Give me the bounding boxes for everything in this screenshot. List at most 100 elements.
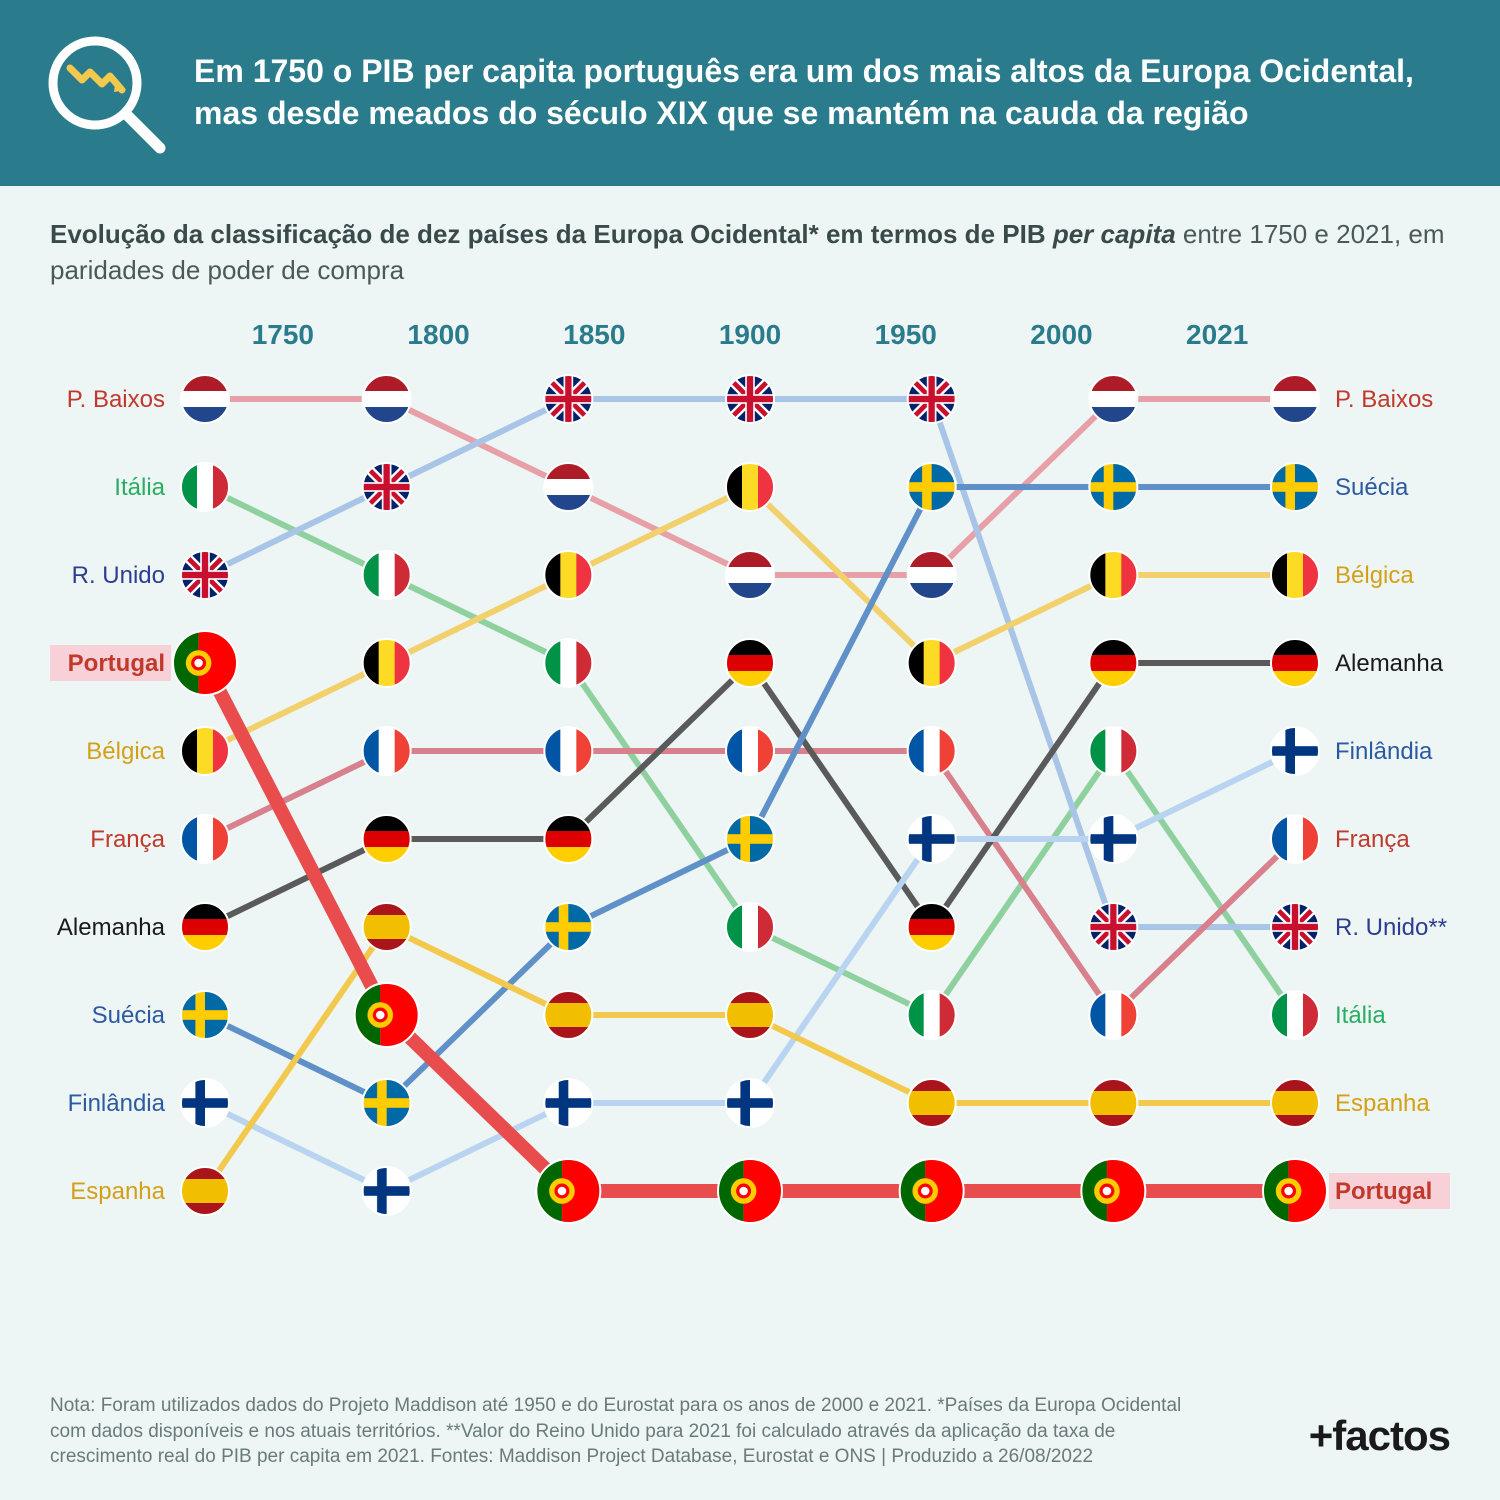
year-label: 1950 xyxy=(828,319,984,351)
flag-node xyxy=(181,727,229,775)
flag-node xyxy=(908,815,956,863)
flag-node xyxy=(1271,463,1319,511)
flag-node xyxy=(544,727,592,775)
flag-node xyxy=(363,727,411,775)
right-label-se: Suécia xyxy=(1335,474,1409,501)
flag-node xyxy=(908,463,956,511)
flag-node xyxy=(363,639,411,687)
flag-node xyxy=(1081,1159,1145,1223)
flag-node xyxy=(1271,903,1319,951)
left-label-se: Suécia xyxy=(92,1002,166,1029)
flag-node xyxy=(726,551,774,599)
subtitle: Evolução da classificação de dez países … xyxy=(0,186,1500,299)
flag-node xyxy=(908,1079,956,1127)
right-label-it: Itália xyxy=(1335,1002,1386,1029)
subtitle-italic: per capita xyxy=(1053,219,1176,249)
flag-node xyxy=(908,375,956,423)
flag-node xyxy=(544,991,592,1039)
flag-node xyxy=(544,551,592,599)
flag-node xyxy=(726,991,774,1039)
left-label-fi: Finlândia xyxy=(68,1090,166,1117)
source-note: Nota: Foram utilizados dados do Projeto … xyxy=(50,1393,1200,1470)
right-label-fr: França xyxy=(1335,826,1410,853)
flag-node xyxy=(173,631,237,695)
flag-node xyxy=(1263,1159,1327,1223)
right-label-fi: Finlândia xyxy=(1335,738,1433,765)
year-axis: 1750180018501900195020002021 xyxy=(205,319,1295,351)
year-label: 1750 xyxy=(205,319,361,351)
flag-node xyxy=(908,551,956,599)
flag-node xyxy=(181,815,229,863)
left-label-be: Bélgica xyxy=(86,738,165,765)
flag-node xyxy=(726,727,774,775)
flag-node xyxy=(1271,1079,1319,1127)
flag-node xyxy=(1089,815,1137,863)
flag-node xyxy=(544,639,592,687)
flag-node xyxy=(726,903,774,951)
flag-node xyxy=(363,463,411,511)
left-label-nl: P. Baixos xyxy=(67,386,165,413)
year-label: 2000 xyxy=(984,319,1140,351)
flag-node xyxy=(908,639,956,687)
flag-node xyxy=(1089,463,1137,511)
left-label-it: Itália xyxy=(114,474,165,501)
flag-node xyxy=(1271,815,1319,863)
chart-canvas: P. Baixos Itália R. Unido Portugal Bélgica Fr… xyxy=(50,369,1450,1289)
flag-node xyxy=(181,375,229,423)
right-label-es: Espanha xyxy=(1335,1090,1430,1117)
flag-node xyxy=(1089,1079,1137,1127)
magnifier-trend-icon xyxy=(40,28,170,158)
flag-node xyxy=(363,375,411,423)
flag-node xyxy=(363,1167,411,1215)
left-label-pt: Portugal xyxy=(68,650,165,677)
left-label-fr: França xyxy=(90,826,165,853)
flag-node xyxy=(900,1159,964,1223)
flag-node xyxy=(363,1079,411,1127)
left-label-uk: R. Unido xyxy=(72,562,165,589)
flag-node xyxy=(726,639,774,687)
flag-node xyxy=(1271,551,1319,599)
flag-node xyxy=(544,463,592,511)
flag-node xyxy=(363,815,411,863)
left-label-de: Alemanha xyxy=(57,914,166,941)
right-label-uk: R. Unido** xyxy=(1335,914,1447,941)
flag-node xyxy=(908,903,956,951)
flag-node xyxy=(1089,375,1137,423)
flag-node xyxy=(1271,375,1319,423)
flag-node xyxy=(363,903,411,951)
series-line-de xyxy=(205,663,1295,927)
year-label: 1850 xyxy=(516,319,672,351)
series-line-be xyxy=(205,487,1295,751)
flag-node xyxy=(1271,727,1319,775)
flag-node xyxy=(1089,727,1137,775)
subtitle-bold: Evolução da classificação de dez países … xyxy=(50,219,1046,249)
flag-node xyxy=(181,991,229,1039)
flag-node xyxy=(544,903,592,951)
right-label-de: Alemanha xyxy=(1335,650,1444,677)
flag-node xyxy=(536,1159,600,1223)
header: Em 1750 o PIB per capita português era u… xyxy=(0,0,1500,186)
flag-node xyxy=(355,983,419,1047)
flag-node xyxy=(544,1079,592,1127)
flag-node xyxy=(908,727,956,775)
logo-text: factos xyxy=(1332,1412,1450,1459)
flag-node xyxy=(181,903,229,951)
flag-node xyxy=(181,463,229,511)
flag-node xyxy=(544,375,592,423)
year-label: 2021 xyxy=(1139,319,1295,351)
flag-node xyxy=(908,991,956,1039)
right-label-nl: P. Baixos xyxy=(1335,386,1433,413)
year-label: 1800 xyxy=(361,319,517,351)
flag-node xyxy=(726,815,774,863)
flag-node xyxy=(726,375,774,423)
flag-node xyxy=(726,1079,774,1127)
flag-node xyxy=(1089,551,1137,599)
flag-node xyxy=(1089,639,1137,687)
flag-node xyxy=(1089,903,1137,951)
flag-node xyxy=(181,551,229,599)
flag-node xyxy=(1271,991,1319,1039)
left-label-es: Espanha xyxy=(70,1178,165,1205)
flag-node xyxy=(1089,991,1137,1039)
bump-chart: 1750180018501900195020002021 P. Baixos It… xyxy=(50,319,1450,1309)
flag-node xyxy=(718,1159,782,1223)
